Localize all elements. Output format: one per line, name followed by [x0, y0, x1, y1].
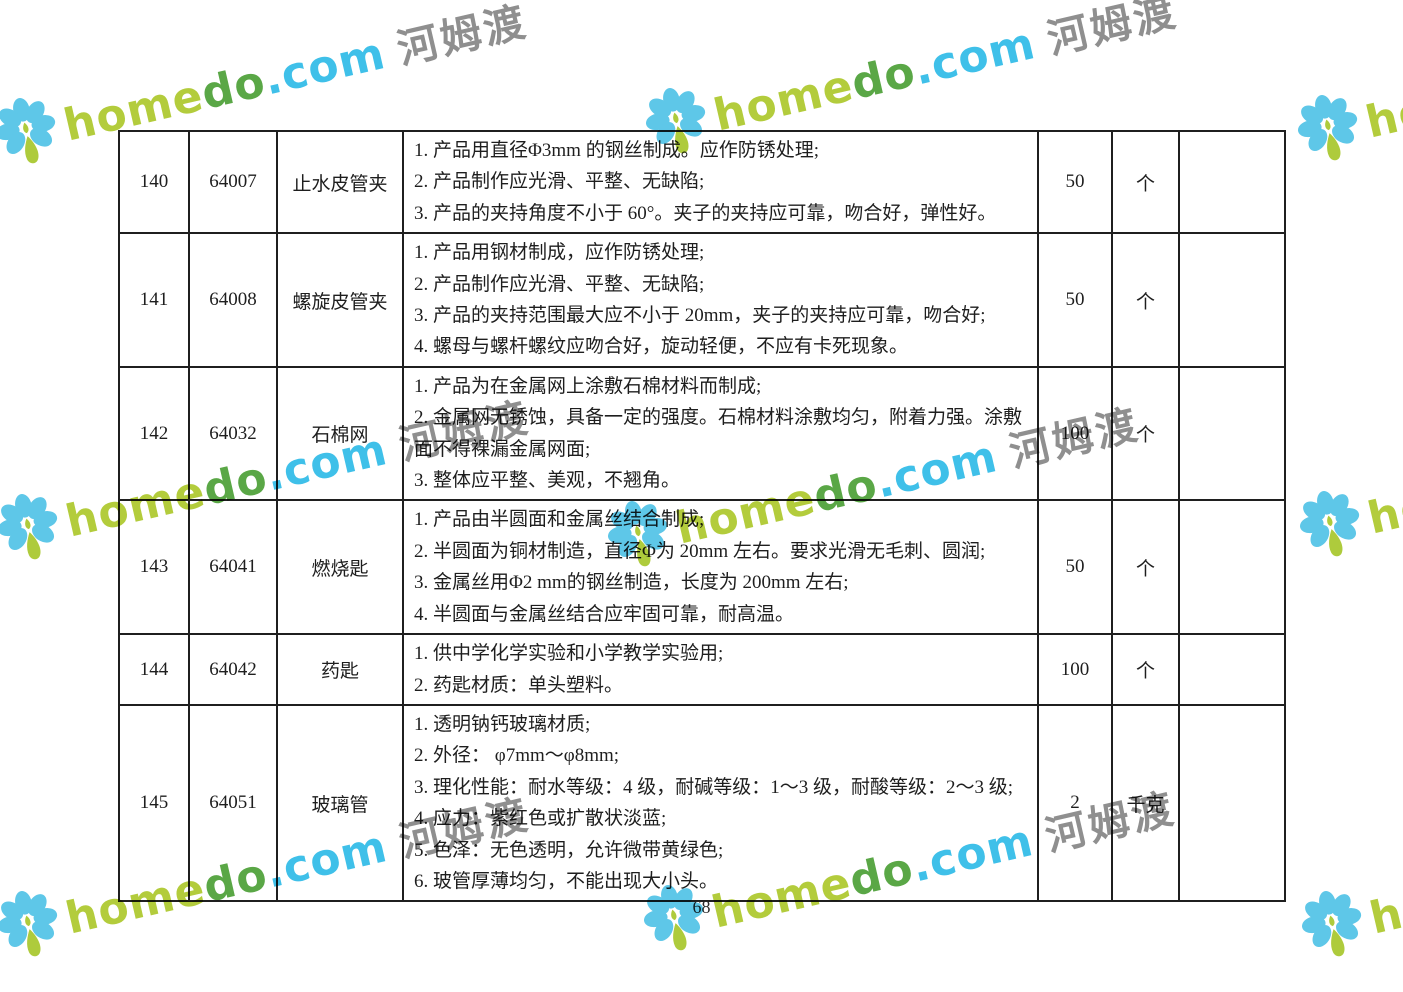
remarks-cell [1178, 129, 1286, 235]
item-specs-cell: 1. 产品用直径Φ3mm 的钢丝制成。应作防锈处理; 2. 产品制作应光滑、平整、… [402, 129, 1039, 235]
item-specs-cell: 1. 产品为在金属网上涂敷石棉材料而制成; 2. 金属网无锈蚀，具备一定的强度。石… [402, 365, 1039, 502]
unit-cell: 个 [1111, 232, 1180, 368]
unit-cell: 个 [1111, 129, 1180, 235]
spec-line: 1. 产品为在金属网上涂敷石棉材料而制成; [414, 375, 762, 397]
spec-line: 2. 外径： φ7mm～φ8mm; [414, 745, 620, 767]
item-name-cell: 螺旋皮管夹 [276, 232, 404, 368]
remarks-cell [1178, 499, 1286, 636]
watermark-text: homedo.com河姆渡 [1365, 863, 1403, 945]
unit-cell: 千克 [1111, 703, 1180, 903]
unit-cell: 个 [1111, 365, 1180, 502]
spec-line: 4. 螺母与螺杆螺纹应吻合好，旋动轻便，不应有卡死现象。 [414, 336, 909, 358]
spec-line: 1. 产品用直径Φ3mm 的钢丝制成。应作防锈处理; [414, 140, 819, 161]
spec-line: 1. 产品用钢材制成，应作防锈处理; [414, 242, 705, 264]
row-index-cell: 144 [118, 633, 190, 706]
spec-line: 1. 产品由半圆面和金属丝结合制成; [414, 509, 705, 531]
item-name-cell: 药匙 [276, 633, 404, 706]
spec-table-body: 140 64007 止水皮管夹 1. 产品用直径Φ3mm 的钢丝制成。应作防锈处理; 2… [118, 129, 1286, 903]
item-code-cell: 64008 [188, 232, 278, 368]
spec-line: 4. 应力：紫红色或扩散状淡蓝; [414, 808, 667, 830]
row-index-cell: 143 [118, 499, 190, 636]
spec-line: 4. 半圆面与金属丝结合应牢固可靠，耐高温。 [414, 603, 795, 625]
unit-cell: 个 [1111, 499, 1180, 636]
item-name-cell: 玻璃管 [276, 703, 404, 903]
watermark-text: homedo.com河姆渡 [1361, 67, 1403, 149]
table-row: 144 64042 药匙 1. 供中学化学实验和小学教学实验用; 2. 药匙材质：单头塑… [118, 633, 1286, 706]
table-row: 142 64032 石棉网 1. 产品为在金属网上涂敷石棉材料而制成; 2. 金属网无锈… [118, 365, 1286, 502]
watermark: homedo.com河姆渡 [1292, 375, 1403, 573]
spec-line: 5. 色泽：无色透明，允许微带黄绿色; [414, 839, 724, 861]
watermark: homedo.com河姆渡 [1294, 775, 1403, 973]
watermark-cn-text: 河姆渡 [392, 0, 533, 74]
spec-line: 6. 玻管厚薄均匀，不能出现大小头。 [414, 870, 719, 892]
watermark-text: homedo.com河姆渡 [1363, 463, 1403, 545]
row-index-cell: 141 [118, 232, 190, 368]
watermark: homedo.com河姆渡 [1290, 0, 1403, 177]
remarks-cell [1178, 633, 1286, 706]
item-code-cell: 64032 [188, 365, 278, 502]
spec-line: 1. 供中学化学实验和小学教学实验用; [414, 643, 724, 665]
homedo-flower-icon [1298, 94, 1358, 161]
spec-line: 3. 理化性能：耐水等级：4 级，耐碱等级：1～3 级，耐酸等级：2～3 级; [414, 776, 1014, 798]
homedo-flower-icon [1300, 490, 1360, 557]
item-specs-cell: 1. 供中学化学实验和小学教学实验用; 2. 药匙材质：单头塑料。 [402, 633, 1039, 706]
remarks-cell [1178, 703, 1286, 903]
watermark-cn-text: 河姆渡 [1042, 0, 1183, 64]
table-row: 140 64007 止水皮管夹 1. 产品用直径Φ3mm 的钢丝制成。应作防锈处理; 2… [118, 129, 1286, 235]
watermark-text: homedo.com河姆渡 [707, 0, 1182, 143]
spec-line: 2. 半圆面为铜材制造，直径Φ为 20mm 左右。要求光滑无毛刺、圆润; [414, 540, 986, 562]
item-code-cell: 64007 [188, 129, 278, 235]
homedo-flower-icon [0, 97, 56, 164]
spec-table: 140 64007 止水皮管夹 1. 产品用直径Φ3mm 的钢丝制成。应作防锈处理; 2… [118, 129, 1286, 903]
row-index-cell: 142 [118, 365, 190, 502]
table-row: 145 64051 玻璃管 1. 透明钠钙玻璃材质; 2. 外径： φ7mm～φ8mm;… [118, 703, 1286, 903]
spec-line: 3. 产品的夹持范围最大应不小于 20mm，夹子的夹持应可靠，吻合好; [414, 305, 986, 327]
item-name-cell: 止水皮管夹 [276, 129, 404, 235]
item-code-cell: 64041 [188, 499, 278, 636]
spec-line: 3. 产品的夹持角度不小于 60°。夹子的夹持应可靠，吻合好，弹性好。 [414, 202, 997, 224]
unit-cell: 个 [1111, 633, 1180, 706]
quantity-cell: 100 [1037, 365, 1113, 502]
spec-line: 2. 金属网无锈蚀，具备一定的强度。石棉材料涂敷均匀，附着力强。涂敷面不得裸漏金… [414, 407, 1023, 460]
item-name-cell: 燃烧匙 [276, 499, 404, 636]
quantity-cell: 50 [1037, 129, 1113, 235]
quantity-cell: 2 [1037, 703, 1113, 903]
remarks-cell [1178, 365, 1286, 502]
quantity-cell: 50 [1037, 232, 1113, 368]
item-specs-cell: 1. 透明钠钙玻璃材质; 2. 外径： φ7mm～φ8mm; 3. 理化性能：耐水等… [402, 703, 1039, 903]
spec-line: 2. 产品制作应光滑、平整、无缺陷; [414, 273, 705, 295]
row-index-cell: 145 [118, 703, 190, 903]
item-specs-cell: 1. 产品用钢材制成，应作防锈处理; 2. 产品制作应光滑、平整、无缺陷; 3. 产… [402, 232, 1039, 368]
item-specs-cell: 1. 产品由半圆面和金属丝结合制成; 2. 半圆面为铜材制造，直径Φ为 20mm … [402, 499, 1039, 636]
item-code-cell: 64042 [188, 633, 278, 706]
spec-line: 2. 产品制作应光滑、平整、无缺陷; [414, 171, 705, 193]
spec-line: 3. 金属丝用Φ2 mm的钢丝制造，长度为 200mm 左右; [414, 572, 849, 594]
row-index-cell: 140 [118, 129, 190, 235]
spec-line: 3. 整体应平整、美观，不翘角。 [414, 470, 681, 492]
quantity-cell: 50 [1037, 499, 1113, 636]
page-number: 68 [692, 897, 711, 917]
remarks-cell [1178, 232, 1286, 368]
spec-line: 2. 药匙材质：单头塑料。 [414, 674, 624, 696]
spec-line: 1. 透明钠钙玻璃材质; [414, 713, 591, 735]
quantity-cell: 100 [1037, 633, 1113, 706]
homedo-flower-icon [0, 493, 58, 560]
item-name-cell: 石棉网 [276, 365, 404, 502]
table-row: 141 64008 螺旋皮管夹 1. 产品用钢材制成，应作防锈处理; 2. 产品制作应光… [118, 232, 1286, 368]
item-code-cell: 64051 [188, 703, 278, 903]
table-row: 143 64041 燃烧匙 1. 产品由半圆面和金属丝结合制成; 2. 半圆面为铜材制造… [118, 499, 1286, 636]
